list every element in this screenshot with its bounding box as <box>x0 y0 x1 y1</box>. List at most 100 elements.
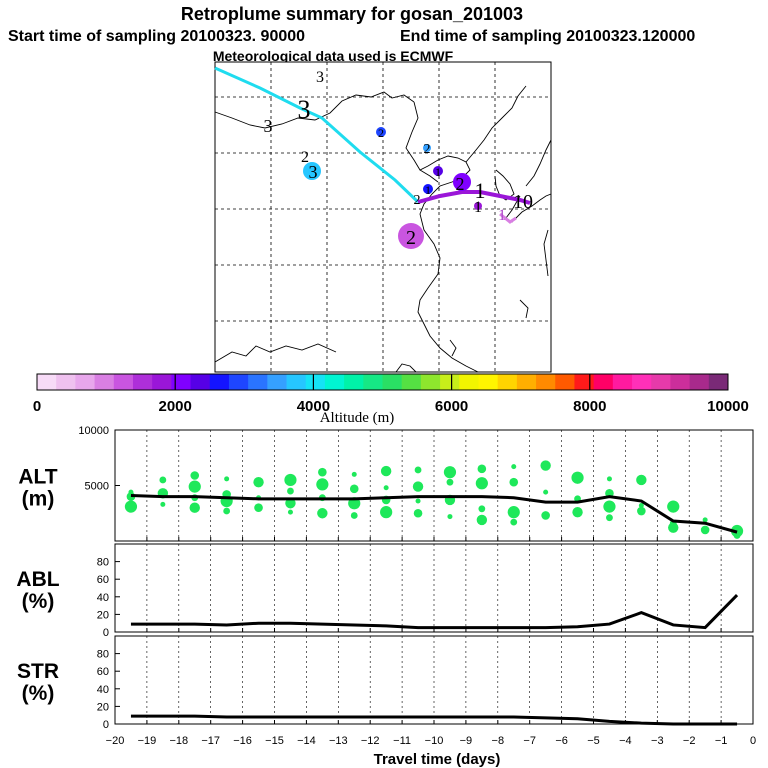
alt-scatter-point <box>413 508 423 518</box>
colorbar-cell <box>516 374 537 390</box>
x-tick-label: −19 <box>138 735 157 747</box>
panel-frame <box>114 635 754 725</box>
x-tick-label: −9 <box>460 735 473 747</box>
alt-scatter-point <box>253 476 264 488</box>
panel-ytick-label: 0 <box>103 627 109 639</box>
alt-scatter-point <box>733 532 741 539</box>
alt-scatter-point <box>446 478 454 486</box>
colorbar-cell <box>689 374 710 390</box>
alt-scatter-point <box>572 506 583 518</box>
traj-label: 2 <box>378 126 384 140</box>
colorbar-cell <box>171 374 192 390</box>
panel-frame <box>114 543 754 633</box>
alt-scatter-point <box>380 465 392 477</box>
plume-circle <box>453 173 471 191</box>
plume-circle <box>474 202 482 210</box>
plume-circle <box>423 144 431 152</box>
traj-label: 3 <box>316 69 324 86</box>
traj-label: 2 <box>406 227 416 249</box>
x-tick-label: −5 <box>587 735 600 747</box>
alt-scatter-point <box>351 471 357 477</box>
colorbar-ticks: 0 2000 4000 6000 8000 10000 <box>33 374 749 415</box>
panel-ylabel: ALT <box>18 466 57 489</box>
traj-label: 3 <box>309 162 318 182</box>
alt-scatter-point <box>606 476 612 482</box>
alt-scatter-point <box>540 460 551 471</box>
alt-scatter-point <box>507 506 520 519</box>
alt-scatter-point <box>702 517 708 523</box>
x-tick-label: −17 <box>201 735 220 747</box>
colorbar-cell <box>574 374 595 390</box>
colorbar-cell <box>536 374 556 390</box>
x-tick-label: −10 <box>425 735 444 747</box>
panel-ylabel: (%) <box>22 590 55 613</box>
plume-circle <box>423 184 433 194</box>
panel-ylabel: STR <box>17 660 59 683</box>
alt-scatter-point <box>603 500 616 513</box>
alt-scatter-point <box>160 501 166 507</box>
alt-scatter-point <box>318 467 327 477</box>
colorbar-cell <box>593 374 614 390</box>
alt-scatter-point <box>638 502 644 508</box>
alt-scatter-point <box>350 512 358 519</box>
colorbar-cell <box>382 374 403 390</box>
panel-ylabel: ABL <box>16 568 59 591</box>
panel-ytick-label: 80 <box>97 557 109 569</box>
map-panel: 3 3 3 3 2 2 2 2 2 2 1 1 1 1 1 10 <box>214 61 552 373</box>
plume-circle <box>376 127 386 137</box>
colorbar-axis-label: Altitude (m) <box>320 410 395 426</box>
traj-label: 10 <box>513 191 533 213</box>
x-tick-label: −20 <box>106 735 125 747</box>
colorbar-tick-label: 6000 <box>435 398 468 415</box>
alt-scatter-point <box>284 473 297 487</box>
alt-scatter-point <box>636 474 647 486</box>
alt-series-line <box>130 493 738 534</box>
met-data-label: Meteorological data used is ECMWF <box>213 48 454 64</box>
panel-ytick-label: 10000 <box>78 425 109 437</box>
colorbar-cell <box>324 374 345 390</box>
alt-scatter-point <box>380 506 393 519</box>
start-time-label: Start time of sampling 20100323. 90000 <box>8 28 305 45</box>
colorbar-cell <box>132 374 153 390</box>
colorbar-cell <box>75 374 96 390</box>
alt-scatter-point <box>511 464 517 470</box>
alt-scatter-point <box>287 487 294 495</box>
x-tick-label: −8 <box>492 735 505 747</box>
x-tick-label: −7 <box>523 735 536 747</box>
alt-scatter-point <box>254 503 263 512</box>
panel-ytick-label: 5000 <box>85 481 109 493</box>
x-axis-title: Travel time (days) <box>374 751 501 768</box>
colorbar: 0 2000 4000 6000 8000 10000 Altitude (m) <box>33 373 749 426</box>
x-tick-label: −15 <box>265 735 284 747</box>
colorbar-tick-label: 4000 <box>297 398 330 415</box>
x-tick-label: −6 <box>555 735 568 747</box>
trajectory-pink-line <box>499 212 517 224</box>
alt-scatter-point <box>159 476 167 484</box>
x-tick-label: −11 <box>393 735 411 747</box>
colorbar-frame <box>36 373 729 391</box>
x-tick-label: −3 <box>651 735 664 747</box>
alt-scatter-point <box>478 505 486 513</box>
panel-ytick-label: 40 <box>97 684 109 696</box>
plume-circle <box>303 162 321 180</box>
alt-scatter-point <box>443 466 457 479</box>
colorbar-cell <box>497 374 518 390</box>
alt-scatter-point <box>412 481 424 492</box>
alt-scatter-point <box>509 477 519 487</box>
colorbar-tick-label: 10000 <box>707 398 749 415</box>
x-tick-label: −2 <box>683 735 696 747</box>
alt-scatter-point <box>189 502 200 513</box>
trajectory-paths <box>214 66 531 224</box>
panel-ytick-label: 20 <box>97 701 109 713</box>
colorbar-cell <box>267 374 288 390</box>
x-tick-label: −1 <box>715 735 728 747</box>
panel-ytick-label: 20 <box>97 609 109 621</box>
alt-scatter-point <box>415 498 421 504</box>
traj-label: 2 <box>301 149 309 166</box>
colorbar-cell <box>612 374 633 390</box>
panel-ytick-label: 0 <box>103 719 109 731</box>
x-tick-label: −18 <box>169 735 188 747</box>
trajectory-cyan-line <box>214 66 420 204</box>
colorbar-cell <box>209 374 230 390</box>
colorbar-cell <box>459 374 479 390</box>
